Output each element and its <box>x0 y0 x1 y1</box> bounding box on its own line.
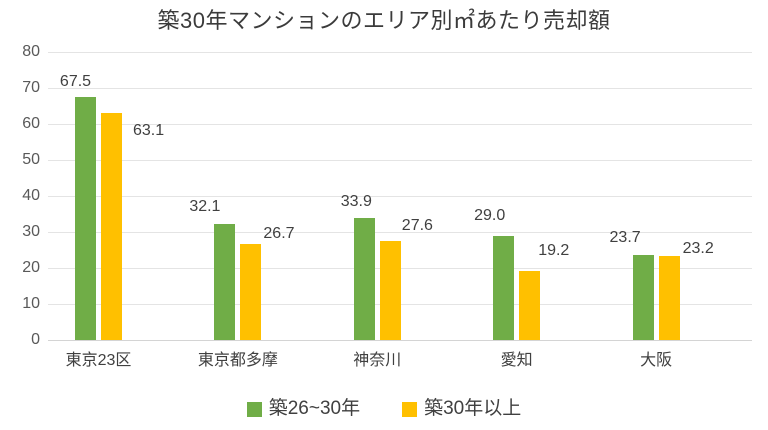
y-axis-tick-label: 60 <box>22 115 40 132</box>
y-axis-tick-label: 40 <box>22 187 40 204</box>
data-label: 27.6 <box>401 216 433 234</box>
legend-label: 築30年以上 <box>424 398 522 419</box>
data-label: 67.5 <box>59 73 92 90</box>
gridline <box>48 88 752 89</box>
y-axis-tick-label: 0 <box>31 331 40 348</box>
bar <box>658 256 680 340</box>
legend-item: 築26~30年 <box>246 398 361 420</box>
legend-swatch <box>246 401 262 417</box>
data-label: 32.1 <box>189 198 221 216</box>
y-axis-tick-label: 10 <box>22 295 40 312</box>
y-axis-tick-label: 80 <box>22 43 40 60</box>
y-axis-tick-label: 30 <box>22 223 40 240</box>
legend-label: 築26~30年 <box>268 398 361 419</box>
gridline <box>48 232 752 233</box>
legend: 築26~30年 築30年以上 <box>0 396 768 422</box>
gridline <box>48 340 752 341</box>
bar <box>632 254 654 340</box>
gridline <box>48 160 752 161</box>
y-axis-tick-label: 20 <box>22 259 40 276</box>
gridline <box>48 124 752 125</box>
gridline <box>48 52 752 53</box>
y-axis-tick-label: 70 <box>22 79 40 96</box>
bar <box>75 97 96 340</box>
chart-title: 築30年マンションのエリア別㎡あたり売却額 <box>157 8 611 33</box>
data-label: 63.1 <box>133 121 165 139</box>
bar <box>240 243 262 340</box>
bar <box>214 224 236 340</box>
x-axis-category-label: 東京都多摩 <box>197 352 278 369</box>
gridline <box>48 196 752 197</box>
legend-item: 築30年以上 <box>402 398 521 420</box>
legend-swatch <box>402 401 418 417</box>
bar <box>101 112 122 340</box>
data-label: 29.0 <box>474 206 506 224</box>
bar <box>353 217 375 340</box>
bar <box>493 235 515 340</box>
data-label: 33.9 <box>340 192 372 210</box>
data-label: 23.2 <box>682 240 714 258</box>
data-label: 19.2 <box>538 241 570 259</box>
data-label: 23.7 <box>609 228 641 246</box>
x-axis-category-label: 大阪 <box>640 352 673 369</box>
data-label: 26.7 <box>263 224 295 242</box>
bar <box>379 240 401 340</box>
x-axis-category-label: 東京23区 <box>65 352 132 369</box>
x-axis-category-label: 愛知 <box>500 352 533 369</box>
y-axis-tick-label: 50 <box>22 151 40 168</box>
x-axis-category-label: 神奈川 <box>353 352 402 369</box>
bar <box>519 270 541 340</box>
